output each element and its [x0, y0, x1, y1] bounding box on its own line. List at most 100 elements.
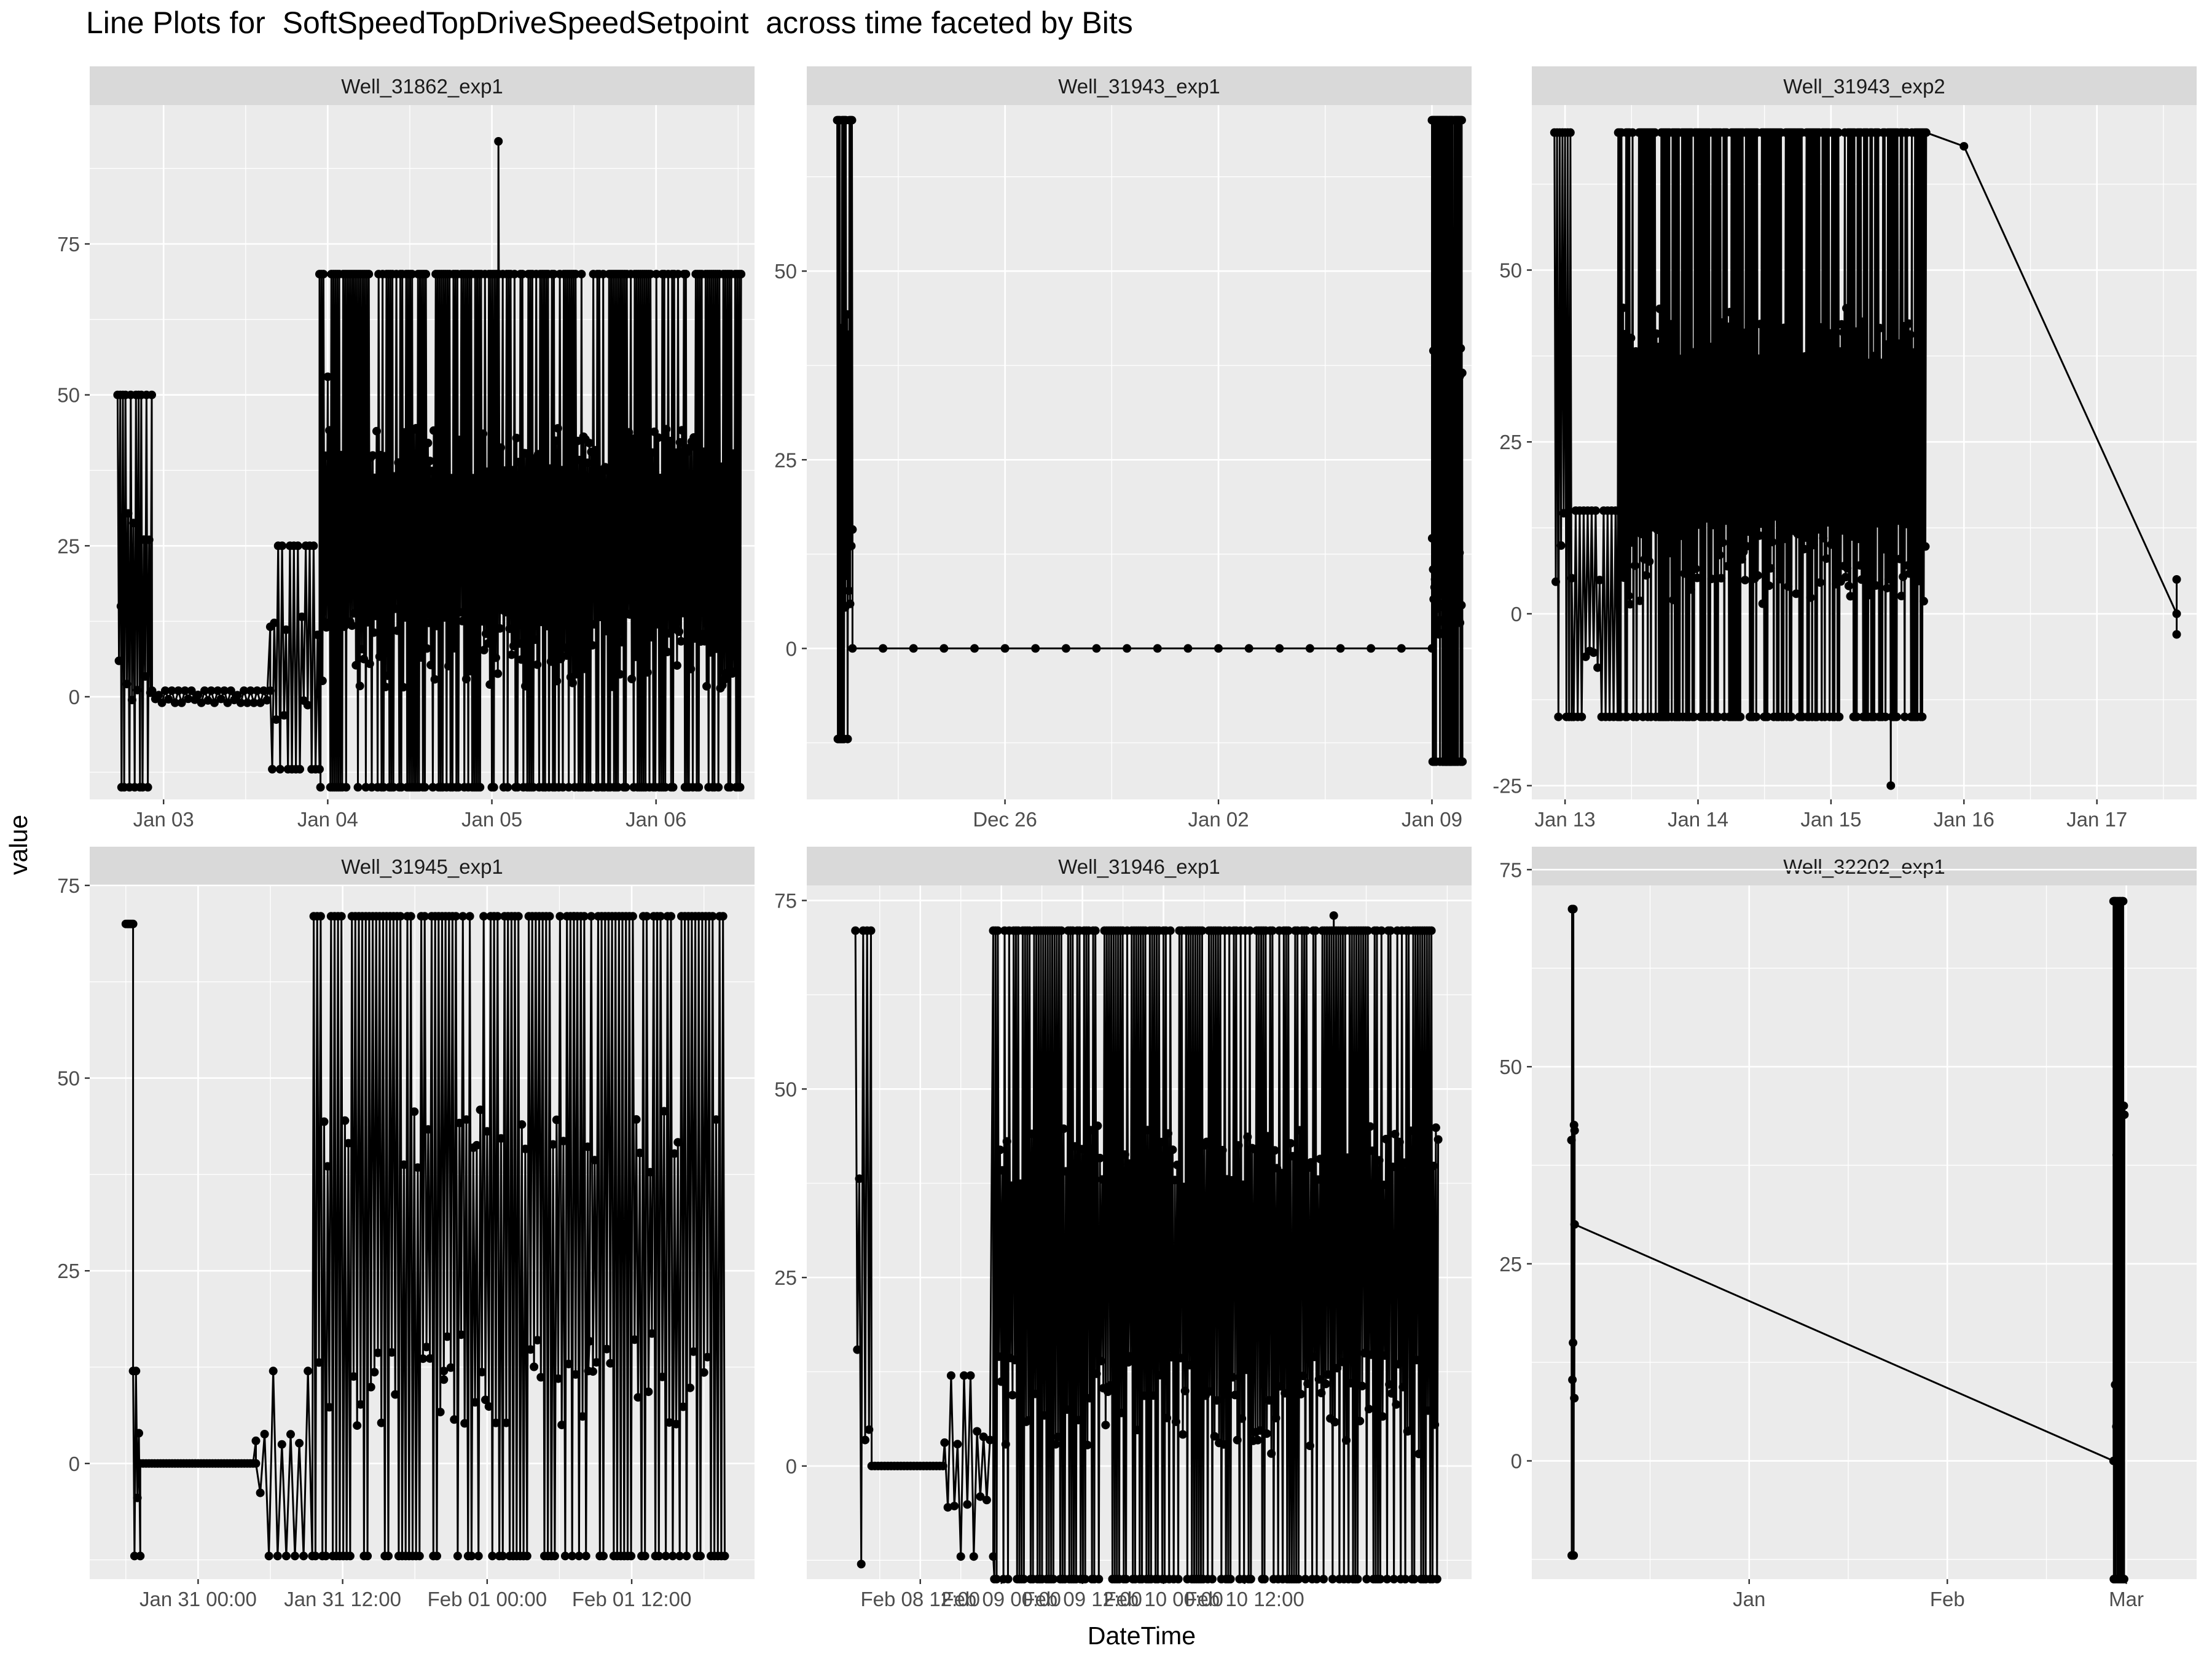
data-point — [1686, 585, 1695, 594]
data-point — [1363, 926, 1373, 935]
data-point — [1851, 327, 1861, 336]
data-point — [1093, 1121, 1102, 1131]
data-point — [1405, 1426, 1414, 1435]
data-point — [1401, 1575, 1410, 1583]
data-point — [643, 668, 652, 677]
data-point — [1570, 1220, 1579, 1229]
data-point — [613, 783, 622, 792]
data-point — [672, 661, 681, 670]
data-point — [128, 919, 138, 928]
data-point — [1838, 327, 1848, 337]
y-tick-label: 75 — [57, 233, 80, 256]
data-point — [226, 686, 235, 696]
facet-strip — [1532, 66, 2197, 105]
data-point — [273, 1551, 282, 1561]
data-point — [1449, 327, 1458, 337]
data-point — [857, 1559, 866, 1569]
data-point — [1233, 1435, 1242, 1445]
data-point — [729, 667, 739, 677]
data-point — [1628, 128, 1637, 137]
data-point — [1353, 1575, 1362, 1583]
data-point — [553, 424, 562, 433]
data-point — [1255, 1426, 1265, 1435]
data-point — [477, 617, 487, 626]
data-point — [562, 651, 571, 660]
data-point — [167, 686, 176, 696]
data-point — [251, 1436, 261, 1445]
data-point — [420, 783, 429, 792]
data-point — [522, 449, 531, 458]
data-point — [355, 681, 364, 691]
data-point — [495, 624, 504, 633]
data-point — [1245, 926, 1254, 935]
data-point — [1049, 1575, 1058, 1583]
data-point — [699, 447, 708, 457]
data-point — [1709, 520, 1718, 530]
data-point — [1180, 1386, 1190, 1395]
data-point — [1343, 1153, 1352, 1163]
data-point — [590, 1156, 599, 1165]
data-point — [632, 1115, 641, 1124]
data-point — [673, 270, 683, 279]
data-point — [1317, 1389, 1326, 1398]
data-point — [399, 1160, 409, 1169]
data-point — [484, 1402, 493, 1411]
data-point — [699, 1368, 708, 1377]
data-point — [458, 616, 467, 626]
data-point — [1827, 540, 1836, 549]
data-point — [1010, 1355, 1019, 1365]
data-point — [577, 270, 586, 279]
y-tick-label: 0 — [786, 637, 797, 660]
data-point — [1412, 1355, 1421, 1365]
data-point — [1276, 1382, 1285, 1391]
data-point — [652, 270, 661, 279]
data-point — [1921, 128, 1931, 137]
data-point — [1376, 1575, 1385, 1583]
data-point — [154, 691, 163, 700]
data-point — [543, 621, 552, 630]
data-point — [995, 1145, 1005, 1155]
data-point — [1295, 1126, 1304, 1135]
data-point — [1267, 1449, 1276, 1458]
data-point — [1117, 1408, 1126, 1418]
data-point — [256, 698, 265, 707]
data-point — [845, 599, 855, 608]
data-point — [1164, 1129, 1172, 1138]
x-tick-label: Jan 06 — [626, 808, 686, 831]
data-point — [315, 764, 324, 774]
data-point — [583, 1142, 592, 1151]
data-point — [1398, 1382, 1408, 1392]
data-point — [579, 912, 589, 921]
facet-strip — [90, 847, 755, 885]
data-point — [363, 1551, 372, 1561]
data-point — [1918, 712, 1927, 721]
data-point — [1618, 304, 1628, 313]
data-point — [588, 641, 597, 650]
data-point — [712, 1115, 721, 1124]
data-point — [498, 1551, 508, 1561]
data-point — [1125, 1159, 1134, 1168]
data-point — [1143, 1126, 1152, 1135]
data-point — [1298, 1371, 1308, 1381]
data-point — [455, 436, 464, 444]
data-point — [1690, 712, 1698, 721]
data-point — [1725, 308, 1735, 316]
data-point — [1724, 322, 1733, 331]
facet-strip — [90, 66, 755, 105]
data-point — [243, 698, 252, 707]
data-point — [1800, 352, 1810, 361]
y-tick-label: 0 — [1511, 603, 1522, 626]
data-point — [575, 1551, 584, 1561]
data-point — [1081, 1575, 1090, 1583]
data-point — [517, 1120, 527, 1129]
data-point — [1842, 304, 1851, 313]
data-point — [1133, 1426, 1142, 1435]
data-point — [551, 436, 560, 445]
data-point — [515, 639, 524, 648]
data-point — [1809, 541, 1818, 549]
data-point — [496, 443, 505, 452]
facet-panel: Well_31943_exp1 0 25 50 Dec 26 Jan 02 Jan 09 — [774, 66, 1472, 831]
data-point — [481, 629, 490, 638]
data-point — [682, 1551, 691, 1561]
data-point — [429, 426, 438, 435]
